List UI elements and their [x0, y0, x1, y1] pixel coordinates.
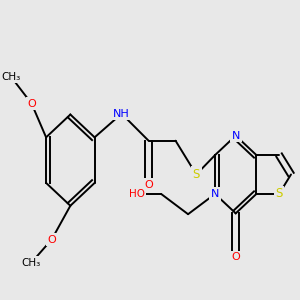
Text: CH₃: CH₃ — [21, 258, 40, 268]
Text: CH₃: CH₃ — [1, 71, 20, 82]
Text: N: N — [211, 189, 219, 199]
Text: S: S — [275, 188, 283, 200]
Text: O: O — [231, 252, 240, 262]
Text: S: S — [193, 168, 200, 181]
Text: N: N — [232, 130, 240, 141]
Text: HO: HO — [128, 189, 145, 199]
Text: O: O — [144, 180, 153, 190]
Text: NH: NH — [113, 109, 130, 119]
Text: O: O — [27, 99, 36, 109]
Text: O: O — [47, 235, 56, 244]
